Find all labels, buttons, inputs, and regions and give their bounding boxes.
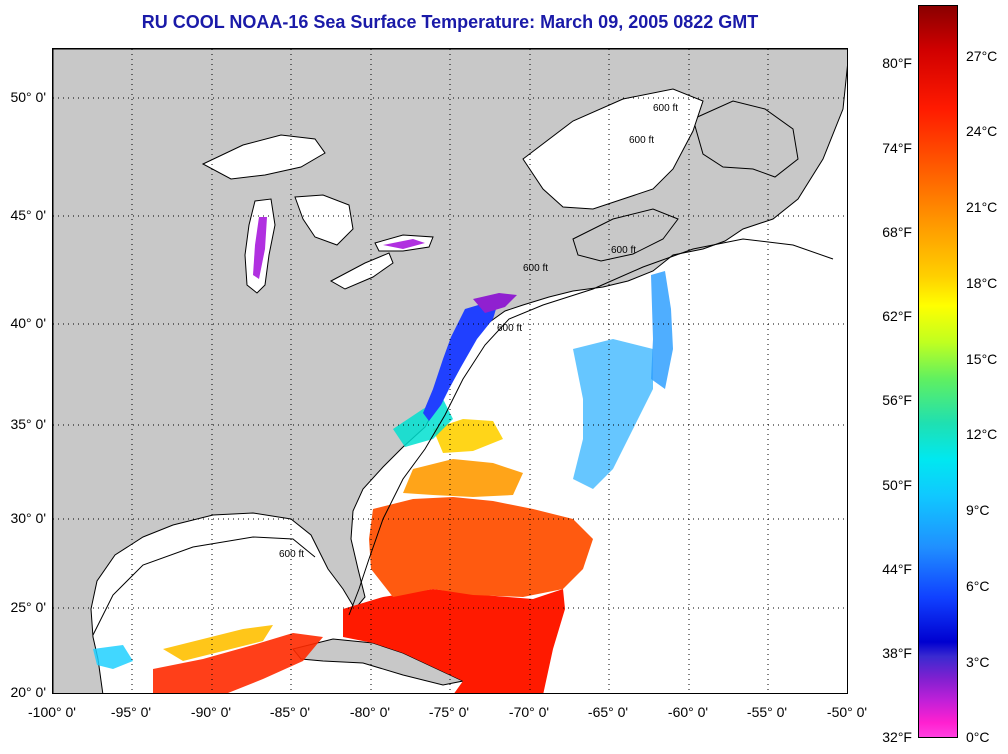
sst-lake-erie: [383, 239, 425, 249]
colorbar-f-44: 44°F: [882, 561, 912, 577]
sst-east-patches: [573, 339, 653, 489]
sst-gulf-edge: [163, 625, 273, 661]
lon-label-80: -80° 0': [349, 704, 391, 720]
colorbar-f-56: 56°F: [882, 392, 912, 408]
sst-gulf-west: [93, 645, 133, 669]
lake-erie: [329, 252, 394, 290]
colorbar-f-68: 68°F: [882, 224, 912, 240]
lat-label-50: 50° 0': [10, 89, 46, 105]
isobath-600ft: [348, 238, 834, 616]
colorbar-c-3: 3°C: [966, 654, 990, 670]
colorbar-c-0: 0°C: [966, 729, 990, 745]
lake-huron: [294, 194, 354, 246]
isobath-label-3: 600 ft: [611, 245, 636, 256]
sst-caribbean: [343, 589, 565, 693]
colorbar-c-6: 6°C: [966, 578, 990, 594]
sst-shelf-cold: [423, 299, 499, 421]
lon-label-85: -85° 0': [269, 704, 311, 720]
isobath-label-5: 600 ft: [497, 323, 522, 334]
lon-label-60: -60° 0': [667, 704, 709, 720]
lat-label-20: 20° 0': [10, 684, 46, 700]
lon-label-65: -65° 0': [587, 704, 629, 720]
colorbar-c-12: 12°C: [966, 426, 998, 442]
colorbar-f-74: 74°F: [882, 140, 912, 156]
temperature-colorbar: [918, 5, 958, 738]
sst-northeast-band: [651, 271, 673, 389]
colorbar-c-18: 18°C: [966, 275, 998, 291]
isobath-label-1: 600 ft: [653, 103, 678, 114]
isobath-600ft-gulf: [92, 536, 316, 636]
lon-label-55: -55° 0': [746, 704, 788, 720]
sst-gulf: [153, 633, 323, 693]
colorbar-f-62: 62°F: [882, 308, 912, 324]
map-title: RU COOL NOAA-16 Sea Surface Temperature:…: [141, 12, 759, 32]
lon-label-90: -90° 0': [190, 704, 232, 720]
isobath-label-4: 600 ft: [523, 263, 548, 274]
sst-map: 600 ft 600 ft 600 ft 600 ft 600 ft 600 f…: [52, 48, 848, 694]
sst-shelf-coldest: [473, 293, 517, 313]
land-newfoundland: [692, 100, 799, 178]
gulf-st-lawrence: [522, 88, 704, 210]
sst-slope-water: [393, 399, 453, 447]
lat-label-40: 40° 0': [10, 315, 46, 331]
colorbar-f-38: 38°F: [882, 645, 912, 661]
sst-map-canvas: 600 ft 600 ft 600 ft 600 ft 600 ft 600 f…: [53, 49, 847, 693]
sst-lake-michigan: [253, 217, 267, 279]
lat-label-25: 25° 0': [10, 599, 46, 615]
colorbar-c-27: 27°C: [966, 48, 998, 64]
land-nova-scotia: [572, 208, 679, 262]
isobath-label-6: 600 ft: [279, 549, 304, 560]
lat-label-35: 35° 0': [10, 416, 46, 432]
lat-label-30: 30° 0': [10, 510, 46, 526]
lon-label-50: -50° 0': [826, 704, 868, 720]
colorbar-c-9: 9°C: [966, 502, 990, 518]
lon-label-70: -70° 0': [508, 704, 550, 720]
lon-label-75: -75° 0': [428, 704, 470, 720]
isobath-label-2: 600 ft: [629, 135, 654, 146]
lake-superior: [201, 134, 326, 180]
colorbar-f-80: 80°F: [882, 55, 912, 71]
sst-atlantic-warm: [369, 497, 593, 597]
colorbar-c-24: 24°C: [966, 123, 998, 139]
lon-label-100: -100° 0': [28, 704, 76, 720]
lat-label-45: 45° 0': [10, 207, 46, 223]
colorbar-f-32: 32°F: [882, 729, 912, 745]
colorbar-c-15: 15°C: [966, 351, 998, 367]
colorbar-f-50: 50°F: [882, 477, 912, 493]
lon-label-95: -95° 0': [110, 704, 152, 720]
sst-atlantic-mid: [403, 459, 523, 497]
land-cuba: [292, 638, 465, 686]
colorbar-c-21: 21°C: [966, 199, 998, 215]
